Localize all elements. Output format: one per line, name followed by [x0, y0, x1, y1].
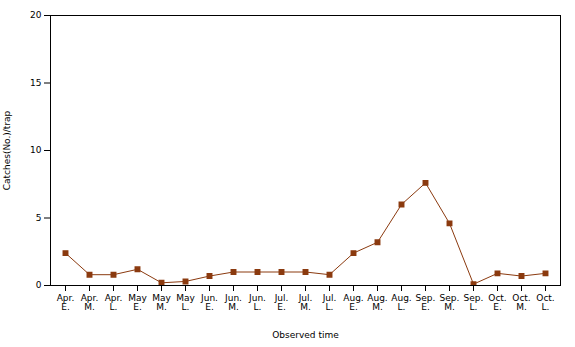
- svg-text:Catches(No.)/trap: Catches(No.)/trap: [2, 110, 12, 190]
- svg-text:Oct.M.: Oct.M.: [512, 293, 530, 312]
- svg-text:Sep.L.: Sep.L.: [464, 293, 484, 312]
- svg-text:Aug.E.: Aug.E.: [343, 293, 363, 312]
- svg-text:Observed time: Observed time: [272, 330, 339, 340]
- svg-text:Aug.M.: Aug.M.: [367, 293, 387, 312]
- svg-text:MayM.: MayM.: [152, 293, 171, 312]
- svg-text:Sep.E.: Sep.E.: [416, 293, 436, 312]
- svg-text:Jun.L.: Jun.L.: [248, 293, 266, 312]
- svg-text:20: 20: [30, 10, 42, 20]
- svg-text:Oct.L.: Oct.L.: [536, 293, 554, 312]
- svg-text:Aug.L.: Aug.L.: [391, 293, 411, 312]
- svg-text:Jun.E.: Jun.E.: [200, 293, 218, 312]
- svg-text:Apr.E.: Apr.E.: [57, 293, 75, 312]
- svg-text:Jul.M.: Jul.M.: [298, 293, 313, 312]
- svg-text:0: 0: [36, 280, 42, 290]
- svg-text:Jul.E.: Jul.E.: [274, 293, 289, 312]
- svg-text:10: 10: [30, 145, 42, 155]
- svg-text:Apr.M.: Apr.M.: [81, 293, 99, 312]
- svg-text:Jul.L.: Jul.L.: [322, 293, 337, 312]
- svg-text:MayE.: MayE.: [128, 293, 147, 312]
- svg-text:Jun.M.: Jun.M.: [224, 293, 242, 312]
- svg-text:Sep.M.: Sep.M.: [440, 293, 460, 312]
- svg-text:Apr.L.: Apr.L.: [105, 293, 123, 312]
- svg-text:Oct.E.: Oct.E.: [488, 293, 506, 312]
- svg-text:15: 15: [30, 78, 41, 88]
- svg-text:5: 5: [36, 213, 42, 223]
- svg-text:MayL.: MayL.: [176, 293, 195, 312]
